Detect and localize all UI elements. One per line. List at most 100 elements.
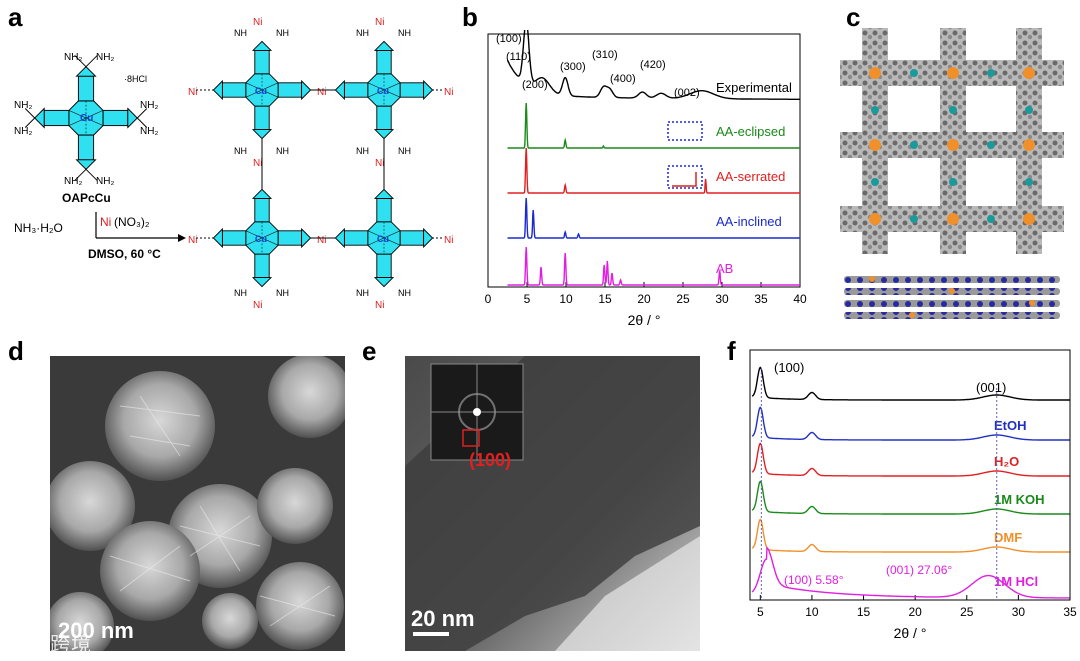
amine-label: NH₂ [96,176,114,187]
amine-label: NH₂ [14,126,32,137]
peak-label: (200) [522,79,548,91]
cu-atom [1023,213,1035,225]
panel-b-letter: b [462,2,478,32]
peak-label: (110) [506,51,531,63]
sem-image: 200 nm [50,356,345,651]
peak-label: (100) [496,33,522,45]
nh-label: NH [356,28,369,38]
amine-label: NH₂ [140,100,158,111]
legend-entry: H₂O [994,454,1019,469]
x-tick-label: 35 [754,292,768,306]
annotation: (100) 5.58° [784,573,844,587]
plot-frame [749,349,1071,601]
nh-label: NH [398,288,411,298]
ni-node: Ni [317,87,326,98]
ni-atom [949,178,957,186]
series-line [507,102,800,149]
cu-atom [869,67,881,79]
copper-label: Cu [255,86,267,96]
nh-label: NH [234,288,247,298]
nh-label: NH [276,146,289,156]
conditions-label: DMSO, 60 °C [88,247,161,261]
cu-atom [869,139,881,151]
nh-label: NH [398,146,411,156]
pxrd-chart-b: 0 5 10 15 20 25 30 35 40 2θ / ° Experimental AA-ecl… [485,30,807,328]
ni-node: Ni [188,87,197,98]
plot-frame [487,33,801,288]
x-tick-label: 40 [793,292,807,306]
legend-entry: AA-inclined [716,214,782,229]
structure-model [840,28,1064,319]
sem-scale-label: 200 nm [58,618,134,643]
x-tick-label: 5 [757,605,764,619]
ni-node: Ni [317,235,326,246]
x-tick-label: 35 [1063,605,1077,619]
x-tick-label: 20 [908,605,922,619]
x-axis-label: 2θ / ° [894,625,927,641]
x-tick-label: 25 [960,605,974,619]
ni-atom [1025,106,1033,114]
synthesis-scheme: NH₂ NH₂ NH₂ NH₂ NH₂ NH₂ NH₂ NH₂ Cu ·8HCl… [14,17,453,311]
amine-label: NH₂ [14,100,32,111]
nh-label: NH [234,28,247,38]
peak-label: (300) [560,61,586,73]
annotation: (001) 27.06° [886,563,952,577]
amine-label: NH₂ [140,126,158,137]
nh-label: NH [398,28,411,38]
x-tick-label: 15 [598,292,612,306]
ni-atom [987,215,995,223]
pxrd-chart-f: 5 10 15 20 25 30 35 2θ / ° EtOH H₂O 1M KOH DMF 1M HC… [749,349,1077,641]
ni-node: Ni [188,235,197,246]
series-line [506,30,800,100]
ni-atom [987,141,995,149]
amine-label: NH₂ [96,52,114,63]
ni-node: Ni [375,17,384,28]
stacked-layer [844,312,1060,319]
ni-node: Ni [444,235,453,246]
copper-label: Cu [255,234,267,244]
nh-label: NH [276,288,289,298]
series-line [507,147,800,194]
peak-label: (310) [592,49,618,61]
peak-label: (420) [640,59,666,71]
zoom-box [667,165,703,189]
legend-entry: Experimental [716,80,792,95]
cu-atom [947,139,959,151]
legend-entry: AA-serrated [716,169,785,184]
series-line [751,480,1070,515]
series-line [751,442,1070,477]
reagent-rest: (NO₃)₂ [114,215,150,229]
ni-node: Ni [253,17,262,28]
legend-entry: AA-eclipsed [716,124,785,139]
ni-atom [949,106,957,114]
amine-label: NH₂ [64,52,82,63]
framework-structure [212,40,434,288]
monomer-structure [24,54,148,182]
ni-node: Ni [253,158,262,169]
x-tick-label: 10 [559,292,573,306]
x-tick-label: 0 [485,292,492,306]
ni-node: Ni [253,300,262,311]
nh-label: NH [234,146,247,156]
x-tick-label: 30 [1012,605,1026,619]
legend-entry: EtOH [994,418,1027,433]
series-line [751,546,1070,599]
x-tick-label: 20 [637,292,651,306]
ni-node: Ni [375,300,384,311]
ni-node: Ni [375,158,384,169]
peak-label: (001) [976,380,1006,395]
ni-atom [871,106,879,114]
tem-scale-label: 20 nm [411,606,475,631]
fft-spot-box [462,429,480,447]
legend-entry: 1M HCl [994,574,1038,589]
zoom-box [667,121,703,141]
peak-label: (100) [774,360,804,375]
nh-label: NH [276,28,289,38]
reagent-metal: Ni [100,215,111,229]
ni-atom [987,69,995,77]
x-tick-label: 15 [857,605,871,619]
nh-label: NH [356,146,369,156]
ni-atom [910,141,918,149]
x-axis-label: 2θ / ° [628,312,661,328]
copper-label: Cu [377,234,389,244]
